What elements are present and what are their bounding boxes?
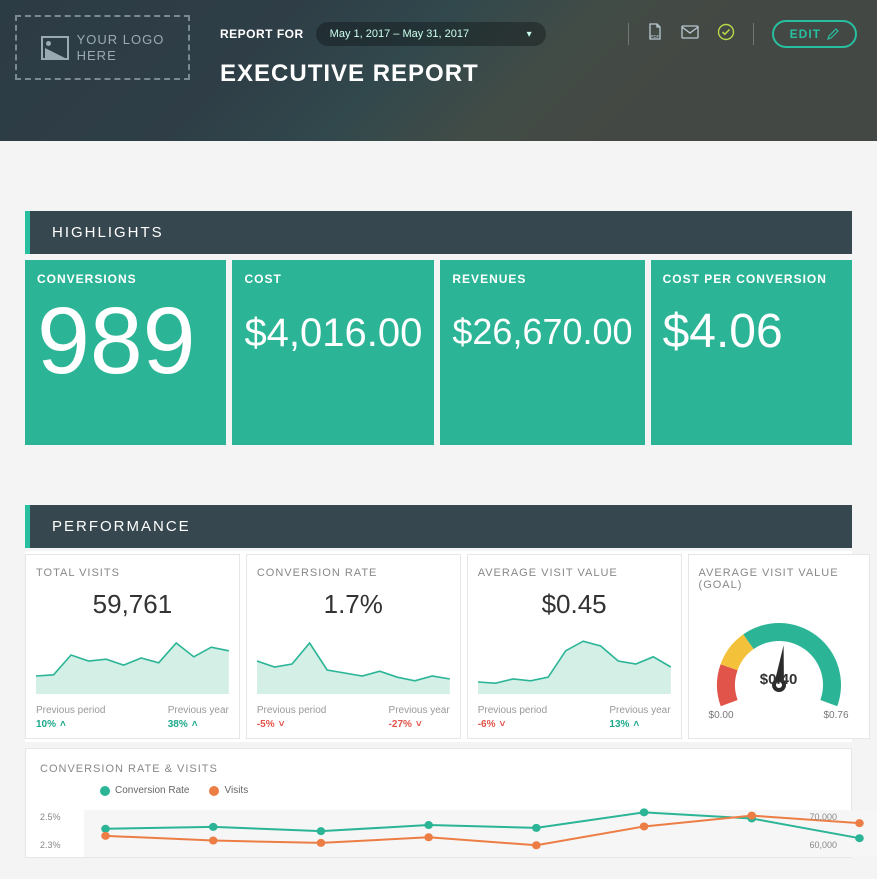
performance-card: AVERAGE VISIT VALUE $0.45 Previous perio… [467, 554, 682, 739]
highlight-value: 989 [37, 296, 214, 386]
highlight-value: $26,670.00 [452, 311, 632, 353]
caret-up-icon: ˄ [192, 719, 198, 730]
gauge-max: $0.76 [824, 710, 849, 721]
highlight-card: CONVERSIONS 989 [25, 260, 226, 445]
comparisons: Previous period -5% ˅ Previous year -27%… [257, 705, 450, 730]
combo-legend: Conversion Rate Visits [100, 785, 837, 796]
combo-chart: 2.5% 2.3% 70,000 60,000 [40, 802, 837, 857]
caret-down-icon: ˅ [416, 719, 422, 730]
legend-label: Visits [224, 785, 248, 796]
metric-value: 59,761 [36, 589, 229, 620]
y-tick-right: 60,000 [809, 840, 837, 850]
comparisons: Previous period 10% ˄ Previous year 38% … [36, 705, 229, 730]
legend-label: Conversion Rate [115, 785, 189, 796]
gauge-card: AVERAGE VISIT VALUE (GOAL) $0.40 $0.00 $… [688, 554, 870, 739]
highlight-card: COST PER CONVERSION $4.06 [651, 260, 852, 445]
highlights-title: HIGHLIGHTS [25, 211, 852, 254]
prev-year-label: Previous year [389, 705, 450, 716]
svg-text:PDF: PDF [650, 34, 659, 39]
separator [628, 23, 629, 45]
image-placeholder-icon [41, 36, 69, 60]
gauge-svg [699, 597, 859, 707]
highlight-value: $4.06 [663, 304, 840, 359]
topbar: REPORT FOR May 1, 2017 – May 31, 2017 ▾ … [220, 20, 857, 48]
combo-title: CONVERSION RATE & VISITS [40, 763, 837, 775]
report-header: YOUR LOGO HERE REPORT FOR May 1, 2017 – … [0, 0, 877, 141]
prev-year-value: 38% ˄ [168, 719, 229, 730]
pencil-icon [827, 28, 839, 40]
highlights-cards: CONVERSIONS 989COST $4,016.00REVENUES $2… [25, 260, 852, 445]
logo-placeholder[interactable]: YOUR LOGO HERE [15, 15, 190, 80]
date-range-select[interactable]: May 1, 2017 – May 31, 2017 ▾ [316, 22, 546, 46]
performance-cards: TOTAL VISITS 59,761 Previous period 10% … [25, 551, 852, 742]
gauge-range: $0.00 $0.76 [709, 710, 849, 721]
legend-item: Visits [209, 785, 248, 796]
highlight-label: REVENUES [452, 272, 632, 286]
prev-year-value: 13% ˄ [609, 719, 670, 730]
metric-value: $0.45 [478, 589, 671, 620]
sparkline [478, 634, 671, 694]
gauge-label: AVERAGE VISIT VALUE (GOAL) [699, 567, 859, 591]
top-actions: PDF EDIT [628, 20, 857, 48]
caret-down-icon: ˅ [279, 719, 285, 730]
sparkline [257, 634, 450, 694]
performance-section: PERFORMANCE TOTAL VISITS 59,761 Previous… [25, 505, 852, 858]
metric-value: 1.7% [257, 589, 450, 620]
chevron-down-icon: ▾ [527, 29, 532, 40]
performance-title: PERFORMANCE [25, 505, 852, 548]
caret-up-icon: ˄ [633, 719, 639, 730]
prev-period-value: -5% ˅ [257, 719, 326, 730]
gauge-min: $0.00 [709, 710, 734, 721]
approve-icon[interactable] [717, 23, 735, 46]
performance-card: CONVERSION RATE 1.7% Previous period -5%… [246, 554, 461, 739]
highlight-value: $4,016.00 [244, 311, 422, 356]
prev-period-label: Previous period [36, 705, 105, 716]
separator [753, 23, 754, 45]
prev-year-label: Previous year [609, 705, 670, 716]
content: HIGHLIGHTS CONVERSIONS 989COST $4,016.00… [0, 141, 877, 858]
gauge-value: $0.40 [760, 671, 798, 688]
combo-chart-card: CONVERSION RATE & VISITS Conversion Rate… [25, 748, 852, 858]
metric-label: TOTAL VISITS [36, 567, 229, 579]
y-tick-left: 2.5% [40, 812, 61, 822]
email-icon[interactable] [681, 25, 699, 44]
logo-text: YOUR LOGO HERE [77, 32, 165, 63]
caret-up-icon: ˄ [60, 719, 66, 730]
combo-right-axis: 70,000 60,000 [793, 802, 837, 857]
legend-swatch-icon [209, 786, 219, 796]
comparisons: Previous period -6% ˅ Previous year 13% … [478, 705, 671, 730]
legend-item: Conversion Rate [100, 785, 189, 796]
metric-label: AVERAGE VISIT VALUE [478, 567, 671, 579]
performance-card: TOTAL VISITS 59,761 Previous period 10% … [25, 554, 240, 739]
highlight-card: COST $4,016.00 [232, 260, 434, 445]
highlight-card: REVENUES $26,670.00 [440, 260, 644, 445]
prev-period-label: Previous period [257, 705, 326, 716]
date-range-value: May 1, 2017 – May 31, 2017 [330, 28, 469, 40]
legend-swatch-icon [100, 786, 110, 796]
combo-left-axis: 2.5% 2.3% [40, 802, 80, 857]
pdf-export-icon[interactable]: PDF [647, 23, 663, 46]
prev-period-value: 10% ˄ [36, 719, 105, 730]
y-tick-left: 2.3% [40, 840, 61, 850]
combo-svg [84, 802, 877, 857]
edit-button[interactable]: EDIT [772, 20, 857, 48]
prev-year-value: -27% ˅ [389, 719, 450, 730]
gauge: $0.40 $0.00 $0.76 [699, 597, 859, 721]
caret-down-icon: ˅ [499, 719, 505, 730]
prev-period-label: Previous period [478, 705, 547, 716]
sparkline [36, 634, 229, 694]
prev-year-label: Previous year [168, 705, 229, 716]
highlight-label: COST PER CONVERSION [663, 272, 840, 286]
highlight-label: COST [244, 272, 422, 286]
report-for-label: REPORT FOR [220, 27, 304, 41]
prev-period-value: -6% ˅ [478, 719, 547, 730]
page-title: EXECUTIVE REPORT [220, 60, 479, 88]
y-tick-right: 70,000 [809, 812, 837, 822]
metric-label: CONVERSION RATE [257, 567, 450, 579]
highlight-label: CONVERSIONS [37, 272, 214, 286]
